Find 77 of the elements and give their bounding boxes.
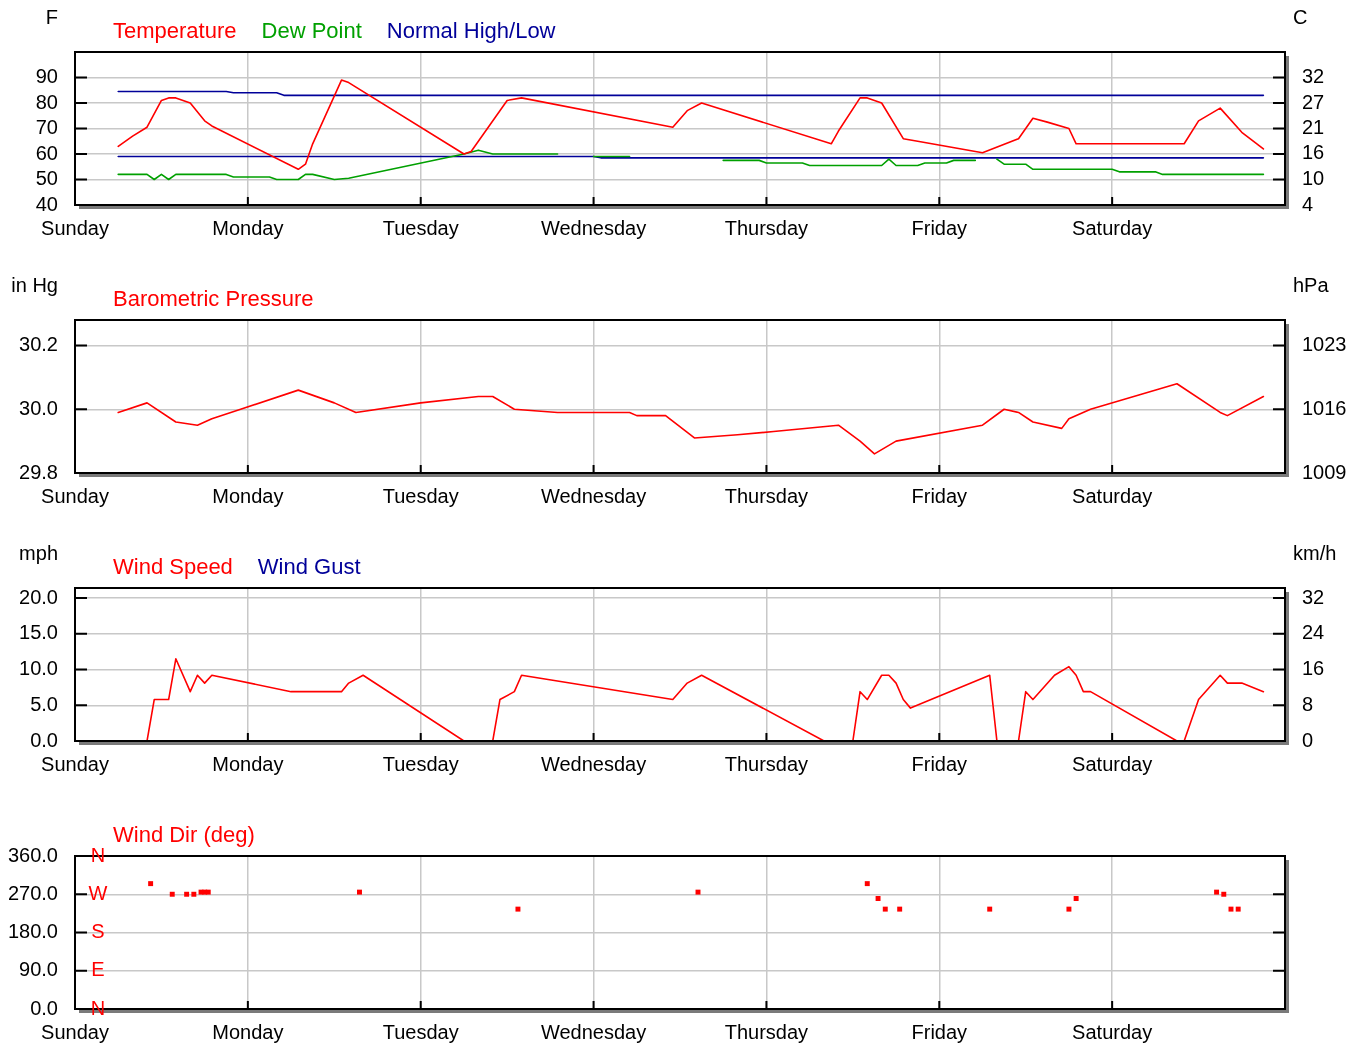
- x-tick-label: Friday: [911, 484, 968, 507]
- y2-tick-label: 10: [1302, 167, 1325, 189]
- x-tick-label: Thursday: [724, 216, 809, 239]
- annotation: W: [88, 881, 108, 904]
- x-tick-label: Sunday: [41, 216, 109, 239]
- y2-tick-label: 1023: [1302, 333, 1347, 356]
- x-tick-label: Thursday: [724, 752, 809, 775]
- y2-tick-label: 0: [1302, 728, 1314, 751]
- y2-tick-label: 24: [1302, 621, 1325, 644]
- y-tick-label: 30.0: [19, 396, 58, 419]
- y-tick-label: 0.0: [30, 728, 58, 751]
- x-tick-label: Monday: [212, 216, 284, 239]
- x-tick-label: Wednesday: [540, 216, 647, 239]
- x-tick-label: Wednesday: [540, 484, 647, 507]
- y-tick-label: 15.0: [19, 621, 58, 644]
- y2-tick-label: 32: [1302, 65, 1325, 88]
- x-tick-label: Monday: [212, 484, 284, 507]
- x-tick-label: Tuesday: [382, 216, 459, 239]
- x-tick-label: Sunday: [41, 1020, 109, 1043]
- y2-axis-title: C: [1293, 5, 1308, 28]
- annotation: E: [91, 958, 105, 981]
- y2-tick-label: 32: [1302, 585, 1325, 608]
- y-tick-label: 90: [35, 65, 58, 88]
- y-tick-label: 0.0: [30, 996, 58, 1019]
- x-tick-label: Saturday: [1072, 484, 1153, 507]
- y2-tick-label: 1016: [1302, 396, 1347, 419]
- y-tick-label: 5.0: [30, 692, 58, 715]
- x-tick-label: Tuesday: [382, 1020, 459, 1043]
- y-tick-label: 20.0: [19, 585, 58, 608]
- text: Temperature: [113, 18, 237, 44]
- y-tick-label: 40: [35, 192, 58, 215]
- x-tick-label: Tuesday: [382, 752, 459, 775]
- x-tick-label: Thursday: [724, 484, 809, 507]
- y-tick-label: 50: [35, 167, 58, 190]
- x-tick-label: Saturday: [1072, 216, 1153, 239]
- x-tick-label: Monday: [212, 752, 284, 775]
- text: Dew Point: [261, 18, 362, 44]
- y2-tick-label: 21: [1302, 116, 1325, 139]
- y2-tick-label: 16: [1302, 657, 1325, 680]
- text: Wind Dir (deg): [113, 822, 255, 848]
- y2-tick-label: 16: [1302, 141, 1325, 164]
- x-tick-label: Saturday: [1072, 752, 1153, 775]
- y2-tick-label: 1009: [1302, 460, 1347, 483]
- y-tick-label: 30.2: [19, 333, 58, 356]
- y-tick-label: 29.8: [19, 460, 58, 483]
- y2-tick-label: 4: [1302, 192, 1314, 215]
- x-tick-label: Wednesday: [540, 752, 647, 775]
- x-tick-label: Friday: [911, 752, 968, 775]
- y-tick-label: 60: [35, 141, 58, 164]
- y-tick-label: 270.0: [7, 881, 58, 904]
- y2-axis-title: km/h: [1293, 541, 1337, 564]
- y2-tick-label: 27: [1302, 90, 1325, 113]
- y-tick-label: 80: [35, 90, 58, 113]
- legend-label: Wind Gust: [257, 554, 361, 580]
- text: Barometric Pressure: [113, 286, 314, 312]
- x-tick-label: Thursday: [724, 1020, 809, 1043]
- y2-tick-label: 8: [1302, 692, 1314, 715]
- x-tick-label: Tuesday: [382, 484, 459, 507]
- y-tick-label: 180.0: [7, 920, 58, 943]
- y-tick-label: 70: [35, 116, 58, 139]
- x-tick-label: Wednesday: [540, 1020, 647, 1043]
- x-tick-label: Sunday: [41, 484, 109, 507]
- y-tick-label: 10.0: [19, 657, 58, 680]
- x-tick-label: Saturday: [1072, 1020, 1153, 1043]
- y-tick-label: 90.0: [19, 958, 58, 981]
- x-tick-label: Sunday: [41, 752, 109, 775]
- x-tick-label: Monday: [212, 1020, 284, 1043]
- y-axis-title: F: [45, 5, 58, 28]
- x-tick-label: Friday: [911, 216, 968, 239]
- text: Normal High/Low: [386, 18, 556, 44]
- x-tick-label: Friday: [911, 1020, 968, 1043]
- y2-axis-title: hPa: [1293, 273, 1330, 296]
- y-axis-title: mph: [19, 541, 58, 564]
- y-tick-label: 360.0: [7, 843, 58, 866]
- annotation: S: [91, 920, 105, 943]
- text: Wind Speed: [113, 554, 233, 580]
- y-axis-title: in Hg: [11, 273, 58, 296]
